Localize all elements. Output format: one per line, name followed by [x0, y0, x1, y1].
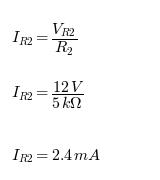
Text: $I_{R2} = 2.4\,mA$: $I_{R2} = 2.4\,mA$ [11, 148, 102, 165]
Text: $I_{R2} = \dfrac{V_{R2}}{R_2}$: $I_{R2} = \dfrac{V_{R2}}{R_2}$ [11, 21, 78, 58]
Text: $I_{R2} = \dfrac{12\,V}{5\,k\Omega}$: $I_{R2} = \dfrac{12\,V}{5\,k\Omega}$ [11, 79, 85, 111]
